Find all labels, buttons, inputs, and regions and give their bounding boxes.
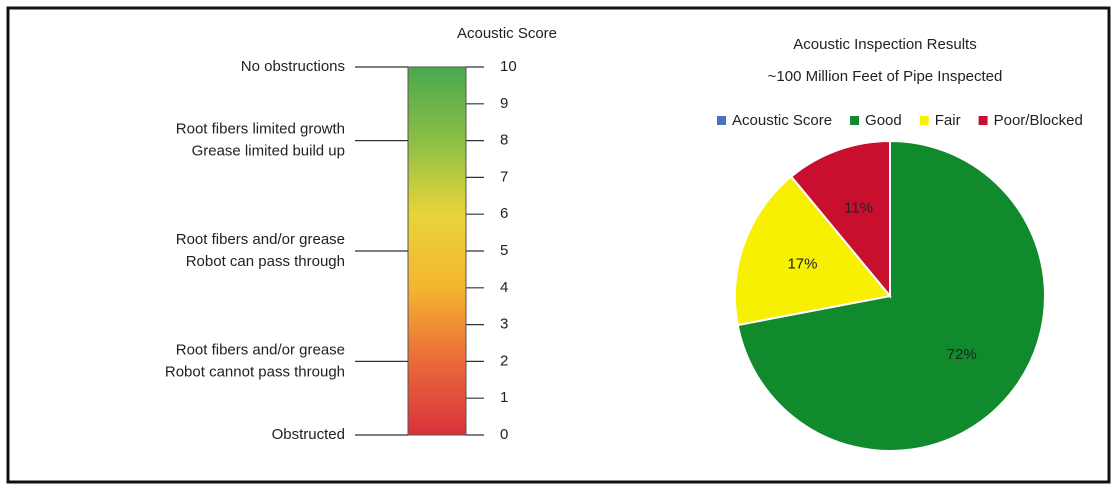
y-tick-label: 3 <box>500 316 508 333</box>
data-label: 11% <box>844 199 873 216</box>
y-tick-label: 0 <box>500 426 508 443</box>
annotation-text: Root fibers and/or grease <box>176 231 345 248</box>
legend-label: Acoustic Score <box>732 112 832 129</box>
legend-label: Fair <box>935 112 961 129</box>
legend-swatch <box>978 116 988 125</box>
color-bar <box>407 66 467 436</box>
annotation-text: Grease limited build up <box>192 143 345 160</box>
legend-swatch <box>850 116 860 125</box>
legend-label: Good <box>865 112 902 129</box>
legend-swatch <box>717 116 726 125</box>
annotation-text: Root fibers limited growth <box>176 121 345 138</box>
annotation-text: No obstructions <box>241 58 345 75</box>
data-label: 17% <box>787 255 817 272</box>
annotation-text: Root fibers and/or grease <box>176 341 345 358</box>
annotation-text: Robot can pass through <box>186 253 345 270</box>
annotation-text: Robot cannot pass through <box>165 363 345 380</box>
data-label: 72% <box>947 346 977 363</box>
chart-subtitle: ~100 Million Feet of Pipe Inspected <box>768 68 1003 85</box>
chart-title: Acoustic Inspection Results <box>793 36 976 53</box>
y-tick-label: 4 <box>500 279 508 296</box>
y-tick-label: 9 <box>500 95 508 112</box>
y-tick-label: 1 <box>500 389 508 406</box>
y-tick-label: 6 <box>500 205 508 222</box>
pie-slice <box>734 175 892 327</box>
pie-slice <box>736 139 1046 452</box>
y-tick-label: 7 <box>500 168 508 185</box>
y-tick-label: 10 <box>500 58 517 75</box>
y-tick-label: 5 <box>500 242 508 259</box>
scale-title: Acoustic Score <box>457 25 557 42</box>
annotation-text: Obstructed <box>272 426 345 443</box>
legend-swatch <box>919 116 929 125</box>
legend-label: Poor/Blocked <box>994 112 1083 129</box>
pie-slice <box>789 139 891 299</box>
y-tick-label: 2 <box>500 352 508 369</box>
y-tick-label: 8 <box>500 132 508 149</box>
